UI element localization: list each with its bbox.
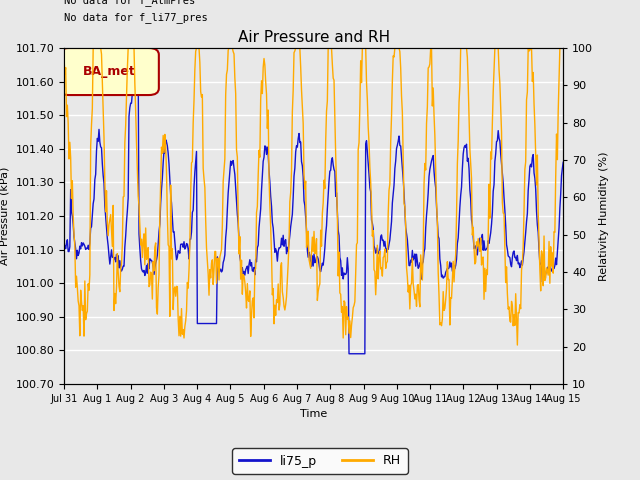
Text: No data for f_li77_pres: No data for f_li77_pres <box>64 12 208 23</box>
Y-axis label: Air Pressure (kPa): Air Pressure (kPa) <box>0 167 10 265</box>
Text: No data for f_AtmPres: No data for f_AtmPres <box>64 0 195 6</box>
Y-axis label: Relativity Humidity (%): Relativity Humidity (%) <box>599 151 609 281</box>
FancyBboxPatch shape <box>59 48 159 95</box>
Title: Air Pressure and RH: Air Pressure and RH <box>237 30 390 46</box>
Text: BA_met: BA_met <box>83 65 135 78</box>
X-axis label: Time: Time <box>300 409 327 419</box>
Legend: li75_p, RH: li75_p, RH <box>232 448 408 474</box>
